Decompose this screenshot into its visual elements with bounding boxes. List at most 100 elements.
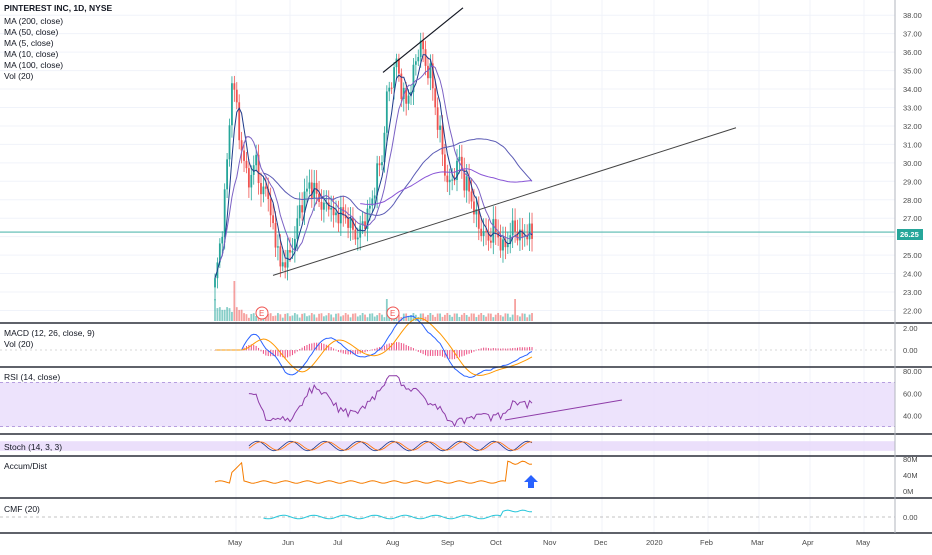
- macd-histogram-bar: [328, 346, 330, 351]
- volume-bar: [214, 299, 216, 321]
- accdist-pane[interactable]: [214, 460, 533, 484]
- volume-bar: [376, 315, 379, 321]
- macd-histogram-bar: [345, 350, 347, 355]
- macd-histogram-bar: [284, 350, 286, 358]
- earnings-circle[interactable]: [386, 306, 400, 320]
- volume-bar: [509, 317, 512, 321]
- volume-bar: [293, 313, 296, 321]
- macd-histogram-bar: [330, 347, 332, 351]
- price-axis[interactable]: 22.0023.0024.0025.0026.0027.0028.0029.00…: [903, 11, 922, 522]
- macd-histogram-bar: [441, 350, 443, 357]
- candle-body: [330, 207, 333, 210]
- macd-histogram-bar: [308, 343, 310, 351]
- cmf-title[interactable]: CMF (20): [4, 504, 40, 514]
- candle-body: [373, 195, 376, 199]
- price-tick-label: 36.00: [903, 48, 922, 57]
- study-vol[interactable]: Vol (20): [4, 71, 33, 81]
- rsi-tick-label: 60.00: [903, 389, 922, 398]
- stoch-k-line: [248, 440, 533, 452]
- macd-histogram-bar: [432, 350, 434, 357]
- volume-bar: [453, 313, 456, 321]
- candle-body: [434, 88, 437, 108]
- candle-body: [310, 182, 313, 199]
- study-ma5[interactable]: MA (5, close): [4, 38, 54, 48]
- rsi-pane[interactable]: [0, 375, 895, 428]
- macd-histogram-bar: [299, 348, 301, 351]
- macd-histogram-bar: [478, 348, 480, 351]
- candle-body: [427, 65, 429, 79]
- macd-histogram-bar: [333, 348, 335, 351]
- stoch-title[interactable]: Stoch (14, 3, 3): [4, 442, 62, 452]
- study-ma10[interactable]: MA (10, close): [4, 49, 58, 59]
- study-ma50[interactable]: MA (50, close): [4, 27, 58, 37]
- candle-body: [315, 182, 318, 194]
- candle-body: [291, 250, 294, 253]
- cmf-pane[interactable]: [0, 509, 895, 520]
- candle-body: [395, 58, 398, 68]
- volume-bar: [318, 313, 320, 321]
- macd-histogram-bar: [304, 346, 306, 351]
- macd-histogram-bar: [318, 342, 320, 351]
- macd-histogram-bar: [258, 347, 260, 351]
- volume-bar: [468, 316, 470, 321]
- candle-body: [371, 198, 374, 206]
- volume-bar: [235, 307, 238, 321]
- candle-body: [332, 207, 335, 216]
- macd-pane[interactable]: [0, 315, 895, 378]
- up-arrow-icon[interactable]: [524, 475, 538, 488]
- volume-bar: [247, 317, 250, 321]
- macd-vol-title[interactable]: Vol (20): [4, 339, 33, 349]
- candle-body: [509, 235, 512, 245]
- macd-histogram-bar: [301, 347, 303, 351]
- time-axis[interactable]: May Jun Jul Aug Sep Oct Nov Dec 2020 Feb Mar Apr May: [228, 538, 870, 547]
- study-ma200[interactable]: MA (200, close): [4, 16, 63, 26]
- macd-histogram-bar: [362, 350, 364, 353]
- trend-line-resistance: [382, 7, 464, 73]
- candle-body: [480, 228, 483, 237]
- macd-histogram-bar: [354, 350, 356, 355]
- candle-body: [272, 215, 274, 224]
- volume-bar: [417, 316, 420, 321]
- study-ma100[interactable]: MA (100, close): [4, 60, 63, 70]
- rsi-title[interactable]: RSI (14, close): [4, 372, 60, 382]
- candle-body: [339, 207, 342, 224]
- macd-title[interactable]: MACD (12, 26, close, 9): [4, 328, 95, 338]
- volume-bar: [371, 313, 374, 321]
- candle-body: [252, 165, 255, 175]
- price-pane[interactable]: [0, 7, 895, 321]
- candle-body: [327, 202, 330, 210]
- volume-bar: [337, 313, 340, 321]
- candle-body: [528, 223, 531, 240]
- macd-histogram-bar: [454, 350, 456, 360]
- volume-bar: [424, 316, 427, 321]
- ma50-line: [263, 138, 533, 216]
- candle-body: [444, 154, 446, 176]
- macd-histogram-bar: [502, 348, 504, 351]
- stoch-pane[interactable]: [0, 440, 895, 452]
- volume-bar: [344, 313, 347, 321]
- macd-histogram-bar: [364, 350, 366, 353]
- candle-body: [368, 205, 371, 209]
- earnings-marker[interactable]: E: [255, 306, 269, 320]
- time-tick-label: Sep: [441, 538, 454, 547]
- volume-bar: [298, 317, 301, 321]
- volume-bar: [245, 314, 248, 321]
- volume-bar: [458, 316, 461, 321]
- candle-body: [366, 208, 369, 229]
- volume-bar: [327, 313, 330, 321]
- candle-body: [243, 150, 245, 161]
- candle-body: [361, 221, 364, 226]
- candle-body: [506, 244, 509, 248]
- volume-bar: [470, 313, 473, 321]
- earnings-circle[interactable]: [255, 306, 269, 320]
- macd-histogram-bar: [451, 350, 453, 360]
- volume-bar: [441, 316, 444, 321]
- macd-histogram-bar: [306, 345, 308, 351]
- candle-body: [489, 240, 492, 243]
- candle-body: [260, 183, 262, 195]
- candle-body: [494, 219, 497, 233]
- accdist-tick-label: 40M: [903, 471, 918, 480]
- symbol-title[interactable]: PINTEREST INC, 1D, NYSE: [4, 3, 112, 13]
- accdist-title[interactable]: Accum/Dist: [4, 461, 48, 471]
- earnings-marker[interactable]: E: [386, 306, 400, 320]
